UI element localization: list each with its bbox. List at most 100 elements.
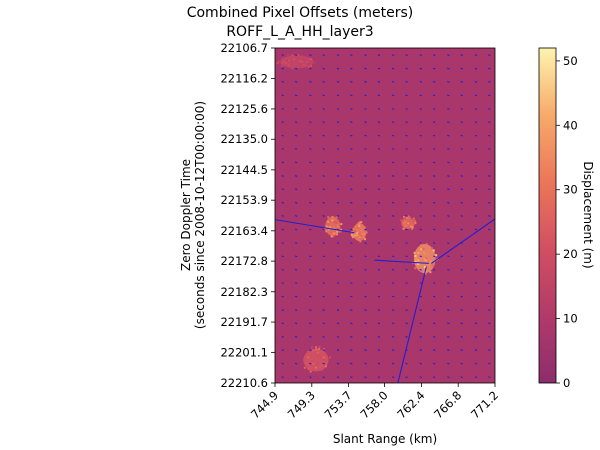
offset-vector — [460, 148, 463, 150]
offset-vector — [377, 336, 381, 338]
offset-vector — [488, 134, 491, 137]
hotspot-pixel — [332, 226, 335, 229]
hotspot-pixel — [332, 232, 335, 235]
offset-vector — [336, 67, 340, 70]
offset-vector — [336, 282, 340, 284]
offset-vector — [474, 255, 478, 258]
offset-vector — [432, 349, 436, 351]
offset-vector — [309, 362, 312, 365]
offset-vector — [447, 67, 450, 70]
hotspot-pixel — [312, 362, 315, 365]
hotspot-pixel — [333, 221, 336, 224]
hotspot-pixel — [358, 223, 361, 226]
offset-vector — [309, 108, 312, 110]
offset-vector — [432, 336, 436, 338]
offset-vector — [350, 255, 353, 258]
hotspot-pixel — [423, 266, 426, 269]
offset-vector — [364, 295, 367, 298]
hotspot-pixel — [431, 264, 434, 267]
offset-vector — [474, 336, 478, 338]
offset-vector — [350, 134, 353, 137]
offset-vector — [281, 108, 284, 110]
offset-vector — [281, 282, 284, 284]
colorbar-tick-label: 30 — [563, 183, 578, 197]
offset-vector — [350, 362, 353, 365]
offset-vector — [322, 175, 325, 177]
offset-vector — [474, 242, 478, 244]
offset-vector — [419, 121, 422, 124]
offset-vector — [350, 108, 353, 110]
hotspot-pixel — [307, 350, 310, 353]
hotspot-pixel — [356, 232, 359, 235]
offset-vector — [309, 282, 312, 284]
offset-vector — [336, 376, 340, 379]
hotspot-pixel — [309, 370, 312, 373]
offset-vector — [405, 67, 408, 70]
hotspot-pixel — [329, 219, 332, 222]
colorbar-label: Displacement (m) — [581, 161, 595, 268]
hotspot-pixel — [355, 234, 358, 237]
hotspot-pixel — [412, 220, 415, 223]
hotspot-pixel — [364, 229, 367, 232]
offset-vector — [488, 148, 491, 150]
offset-vector — [336, 121, 340, 124]
offset-vector — [281, 54, 284, 56]
offset-vector — [364, 376, 367, 379]
offset-vector — [309, 215, 312, 217]
offset-vector — [419, 201, 422, 204]
offset-vector — [488, 349, 491, 351]
offset-vector — [474, 67, 478, 70]
offset-vector — [350, 121, 353, 124]
colorbar-ticks: 0 10 20 30 40 50 — [556, 54, 578, 390]
hotspot-pixel — [336, 230, 339, 233]
offset-vector — [474, 376, 478, 379]
offset-vector — [391, 108, 395, 110]
y-tick-label: 22144.5 — [220, 163, 268, 177]
offset-vector — [322, 121, 325, 124]
offset-vector — [432, 175, 436, 177]
offset-vector — [432, 242, 436, 244]
offset-vector — [309, 255, 312, 258]
offset-vector — [474, 54, 478, 56]
hotspot-pixel — [307, 356, 310, 359]
offset-vector — [405, 228, 408, 231]
offset-vector — [488, 121, 491, 124]
offset-vector — [322, 67, 325, 70]
hotspot-pixel — [424, 259, 427, 262]
hotspot-pixel — [423, 252, 426, 255]
offset-vector — [419, 94, 422, 97]
hotspot-pixel — [425, 257, 428, 260]
offset-vector — [391, 134, 395, 137]
hotspot-pixel — [301, 60, 304, 63]
offset-vector — [488, 309, 491, 311]
offset-vector — [364, 188, 367, 191]
offset-vector — [322, 215, 325, 217]
offset-vector — [377, 268, 381, 271]
offset-vector — [364, 282, 367, 284]
offset-vector — [336, 336, 340, 338]
offset-vector — [336, 108, 340, 110]
offset-vector — [322, 322, 325, 325]
hotspot-pixel — [407, 222, 410, 225]
hotspot-pixel — [413, 222, 416, 225]
offset-vector — [336, 175, 340, 177]
hotspot-pixel — [340, 228, 343, 231]
hotspot-pixel — [423, 253, 426, 256]
hotspot-pixel — [299, 60, 302, 63]
offset-vector — [391, 362, 395, 365]
offset-vector — [432, 148, 436, 150]
offset-vector — [391, 282, 395, 284]
x-tick-label: 758.0 — [358, 388, 391, 421]
hotspot-pixel — [404, 217, 407, 220]
offset-vector — [294, 121, 298, 124]
hotspot-pixel — [364, 230, 367, 233]
offset-vector — [391, 242, 395, 244]
offset-vector — [350, 148, 353, 150]
offset-vector — [419, 134, 422, 137]
offset-vector — [377, 188, 381, 191]
offset-vector — [391, 336, 395, 338]
offset-vector — [405, 161, 408, 164]
hotspot-pixel — [400, 219, 403, 222]
hotspot-pixel — [315, 366, 318, 369]
offset-vector — [474, 108, 478, 110]
